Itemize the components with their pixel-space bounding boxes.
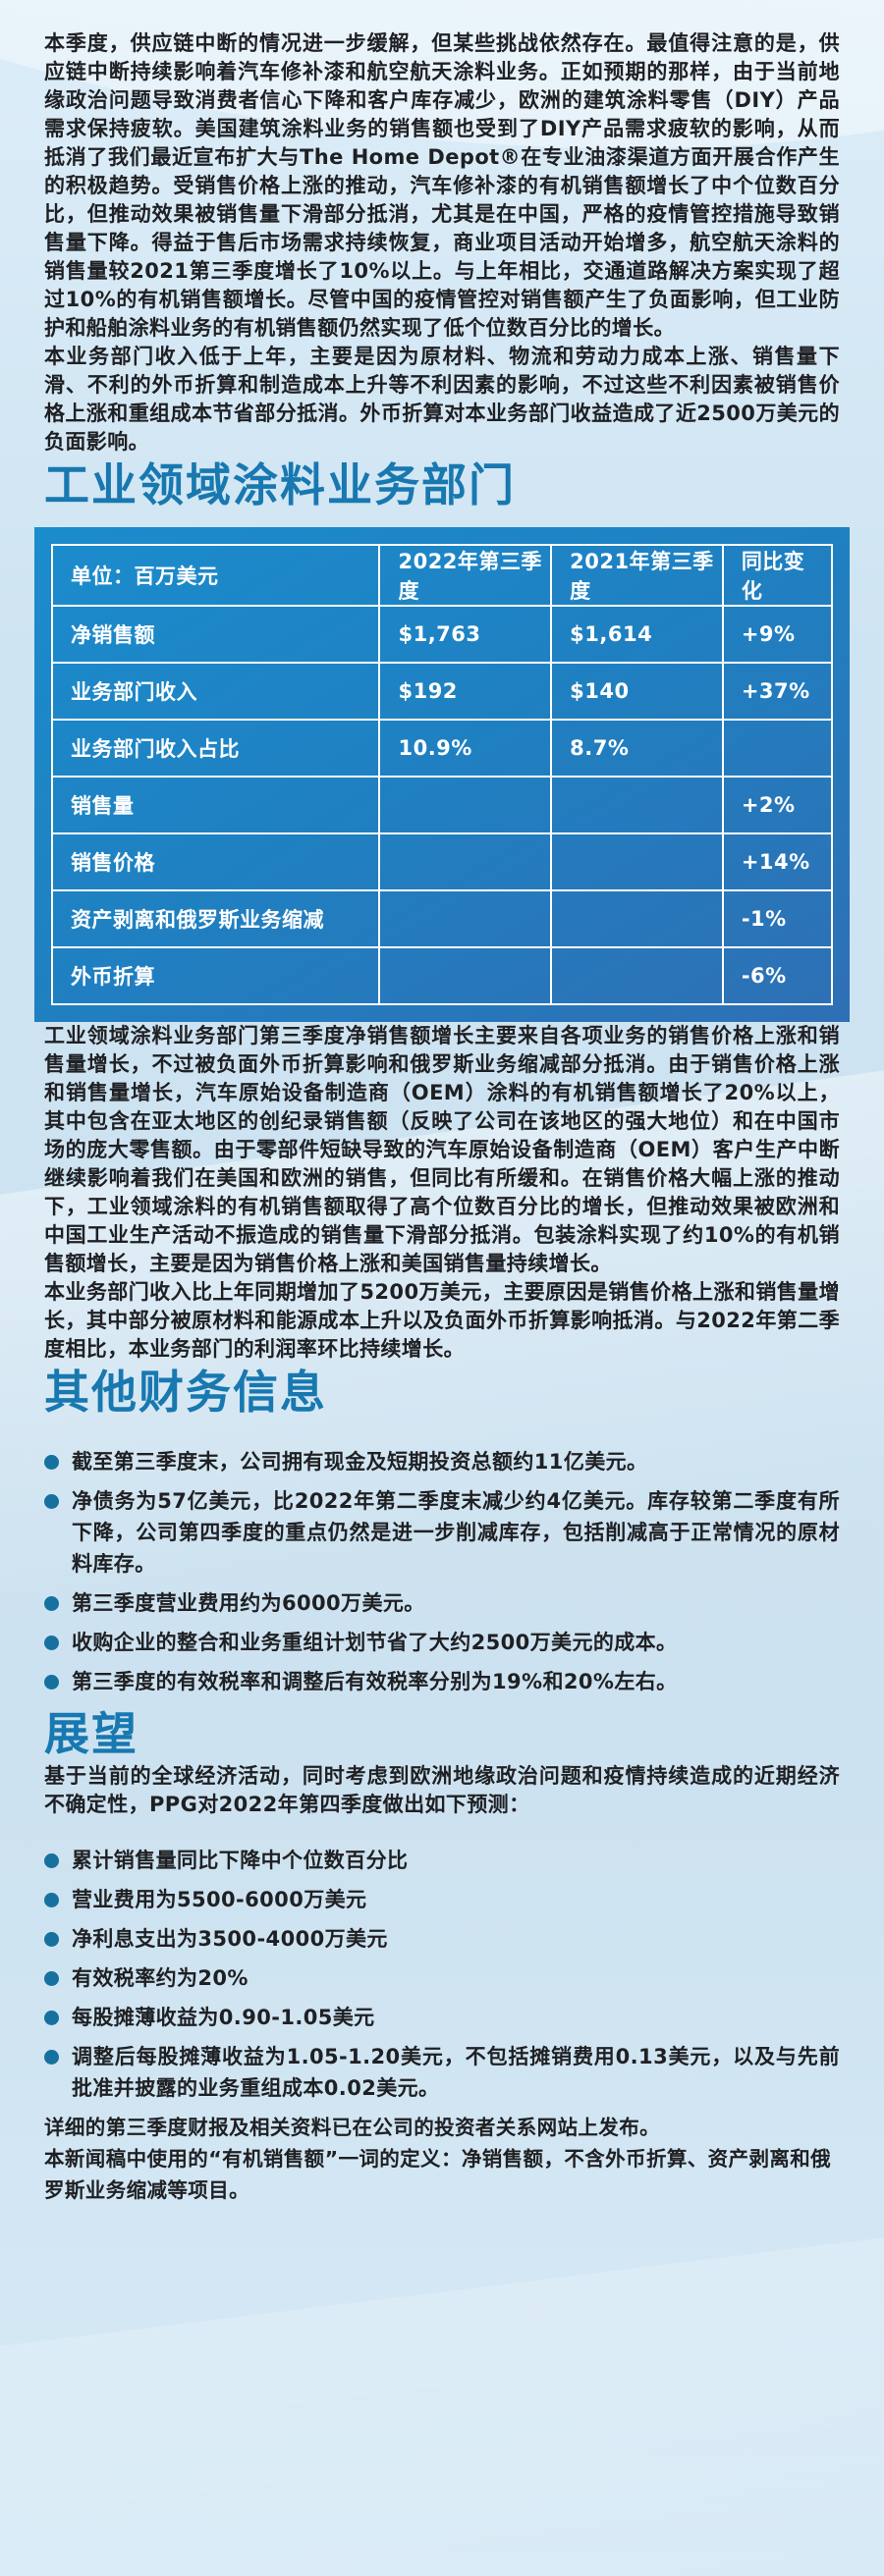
column-header-q3-2021: 2021年第三季度 xyxy=(550,544,724,607)
row-label-cell: 业务部门收入占比 xyxy=(50,719,381,778)
bullet-dot-icon xyxy=(44,2011,59,2025)
section-title-industrial-coatings: 工业领域涂料业务部门 xyxy=(44,458,516,511)
list-item: 第三季度营业费用约为6000万美元。 xyxy=(44,1587,840,1619)
list-item: 每股摊薄收益为0.90-1.05美元 xyxy=(44,2002,840,2033)
background-band-bottom xyxy=(0,2192,884,2576)
list-item-text: 收购企业的整合和业务重组计划节省了大约2500万美元的成本。 xyxy=(72,1631,678,1654)
bullet-dot-icon xyxy=(44,2050,59,2065)
paragraph-segment-income-increase: 本业务部门收入比上年同期增加了5200万美元，主要原因是销售价格上涨和销售量增长… xyxy=(44,1280,840,1361)
list-item-text: 第三季度营业费用约为6000万美元。 xyxy=(72,1591,425,1615)
q3-2022-value-cell xyxy=(378,946,553,1005)
row-label-cell: 销售价格 xyxy=(50,832,381,891)
list-item-text: 累计销售量同比下降中个位数百分比 xyxy=(72,1849,409,1872)
list-item-text: 有效税率约为20% xyxy=(72,1966,249,1990)
list-item: 调整后每股摊薄收益为1.05-1.20美元，不包括摊销费用0.13美元，以及与先… xyxy=(44,2041,840,2104)
table-header-row: 单位：百万美元 2022年第三季度 2021年第三季度 同比变化 xyxy=(50,544,834,607)
list-item: 有效税率约为20% xyxy=(44,1962,840,1994)
q3-2021-value-cell: 8.7% xyxy=(550,719,724,778)
paragraph-supply-chain: 本季度，供应链中断的情况进一步缓解，但某些挑战依然存在。最值得注意的是，供应链中… xyxy=(44,31,840,340)
bullet-dot-icon xyxy=(44,1636,59,1650)
list-item-text: 营业费用为5500-6000万美元 xyxy=(72,1888,367,1911)
yoy-change-cell: +9% xyxy=(721,605,834,664)
industrial-financial-table: 单位：百万美元 2022年第三季度 2021年第三季度 同比变化 净销售额 $1… xyxy=(34,527,850,1022)
list-item: 收购企业的整合和业务重组计划节省了大约2500万美元的成本。 xyxy=(44,1627,840,1658)
outlook-forecast-list: 累计销售量同比下降中个位数百分比 营业费用为5500-6000万美元 净利息支出… xyxy=(44,1845,840,2104)
q3-2021-value-cell: $140 xyxy=(550,662,724,721)
bullet-dot-icon xyxy=(44,1494,59,1509)
list-item-text: 每股摊薄收益为0.90-1.05美元 xyxy=(72,2006,375,2029)
table-row: 外币折算 -6% xyxy=(50,946,834,1005)
row-label-cell: 净销售额 xyxy=(50,605,381,664)
q3-2022-value-cell: $192 xyxy=(378,662,553,721)
list-item: 营业费用为5500-6000万美元 xyxy=(44,1884,840,1915)
list-item-text: 净利息支出为3500-4000万美元 xyxy=(72,1927,388,1951)
bullet-dot-icon xyxy=(44,1853,59,1868)
yoy-change-cell: -6% xyxy=(721,946,834,1005)
q3-2021-value-cell xyxy=(550,946,724,1005)
row-label-cell: 销售量 xyxy=(50,776,381,834)
q3-2022-value-cell: $1,763 xyxy=(378,605,553,664)
table-row: 净销售额 $1,763 $1,614 +9% xyxy=(50,605,834,664)
q3-2022-value-cell: 10.9% xyxy=(378,719,553,778)
outlook-intro: 基于当前的全球经济活动，同时考虑到欧洲地缘政治问题和疫情持续造成的近期经济不确定… xyxy=(44,1764,840,1816)
q3-2022-value-cell xyxy=(378,832,553,891)
row-label-cell: 外币折算 xyxy=(50,946,381,1005)
article-content: 本季度，供应链中断的情况进一步缓解，但某些挑战依然存在。最值得注意的是，供应链中… xyxy=(34,31,850,2202)
q3-2021-value-cell xyxy=(550,889,724,948)
bullet-dot-icon xyxy=(44,1675,59,1690)
column-header-q3-2022: 2022年第三季度 xyxy=(378,544,553,607)
list-item-text: 截至第三季度末，公司拥有现金及短期投资总额约11亿美元。 xyxy=(72,1450,648,1474)
q3-2022-value-cell xyxy=(378,889,553,948)
q3-2021-value-cell xyxy=(550,832,724,891)
table-row: 业务部门收入 $192 $140 +37% xyxy=(50,662,834,721)
yoy-change-cell: +37% xyxy=(721,662,834,721)
column-header-unit: 单位：百万美元 xyxy=(50,544,381,607)
closing-note-publication: 详细的第三季度财报及相关资料已在公司的投资者关系网站上发布。 xyxy=(44,2116,660,2139)
list-item: 净利息支出为3500-4000万美元 xyxy=(44,1923,840,1955)
table-body: 净销售额 $1,763 $1,614 +9% 业务部门收入 $192 $140 … xyxy=(50,605,834,1005)
list-item-text: 净债务为57亿美元，比2022年第二季度末减少约4亿美元。库存较第二季度有所下降… xyxy=(72,1489,840,1576)
other-financial-list: 截至第三季度末，公司拥有现金及短期投资总额约11亿美元。 净债务为57亿美元，比… xyxy=(44,1446,840,1697)
yoy-change-cell: -1% xyxy=(721,889,834,948)
yoy-change-cell: +14% xyxy=(721,832,834,891)
q3-2021-value-cell: $1,614 xyxy=(550,605,724,664)
closing-note-definition: 本新闻稿中使用的“有机销售额”一词的定义：净销售额，不含外币折算、资产剥离和俄罗… xyxy=(44,2147,832,2202)
list-item: 第三季度的有效税率和调整后有效税率分别为19%和20%左右。 xyxy=(44,1666,840,1697)
q3-2021-value-cell xyxy=(550,776,724,834)
bullet-dot-icon xyxy=(44,1893,59,1907)
list-item-text: 第三季度的有效税率和调整后有效税率分别为19%和20%左右。 xyxy=(72,1670,678,1693)
list-item-text: 调整后每股摊薄收益为1.05-1.20美元，不包括摊销费用0.13美元，以及与先… xyxy=(72,2045,840,2100)
bullet-dot-icon xyxy=(44,1932,59,1947)
list-item: 累计销售量同比下降中个位数百分比 xyxy=(44,1845,840,1876)
list-item: 截至第三季度末，公司拥有现金及短期投资总额约11亿美元。 xyxy=(44,1446,840,1477)
paragraph-segment-income-decline: 本业务部门收入低于上年，主要是因为原材料、物流和劳动力成本上涨、销售量下滑、不利… xyxy=(44,345,840,454)
yoy-change-cell: +2% xyxy=(721,776,834,834)
row-label-cell: 资产剥离和俄罗斯业务缩减 xyxy=(50,889,381,948)
table-row: 销售价格 +14% xyxy=(50,832,834,891)
bullet-dot-icon xyxy=(44,1455,59,1470)
bullet-dot-icon xyxy=(44,1596,59,1611)
yoy-change-cell xyxy=(721,719,834,778)
row-label-cell: 业务部门收入 xyxy=(50,662,381,721)
paragraph-q3-net-sales-growth: 工业领域涂料业务部门第三季度净销售额增长主要来自各项业务的销售价格上涨和销售量增… xyxy=(44,1024,840,1275)
section-title-other-financial-info: 其他财务信息 xyxy=(44,1366,327,1419)
table-row: 业务部门收入占比 10.9% 8.7% xyxy=(50,719,834,778)
list-item: 净债务为57亿美元，比2022年第二季度末减少约4亿美元。库存较第二季度有所下降… xyxy=(44,1485,840,1580)
section-title-outlook: 展望 xyxy=(44,1707,138,1760)
table-row: 资产剥离和俄罗斯业务缩减 -1% xyxy=(50,889,834,948)
q3-2022-value-cell xyxy=(378,776,553,834)
bullet-dot-icon xyxy=(44,1971,59,1986)
column-header-yoy-change: 同比变化 xyxy=(721,544,834,607)
table-row: 销售量 +2% xyxy=(50,776,834,834)
